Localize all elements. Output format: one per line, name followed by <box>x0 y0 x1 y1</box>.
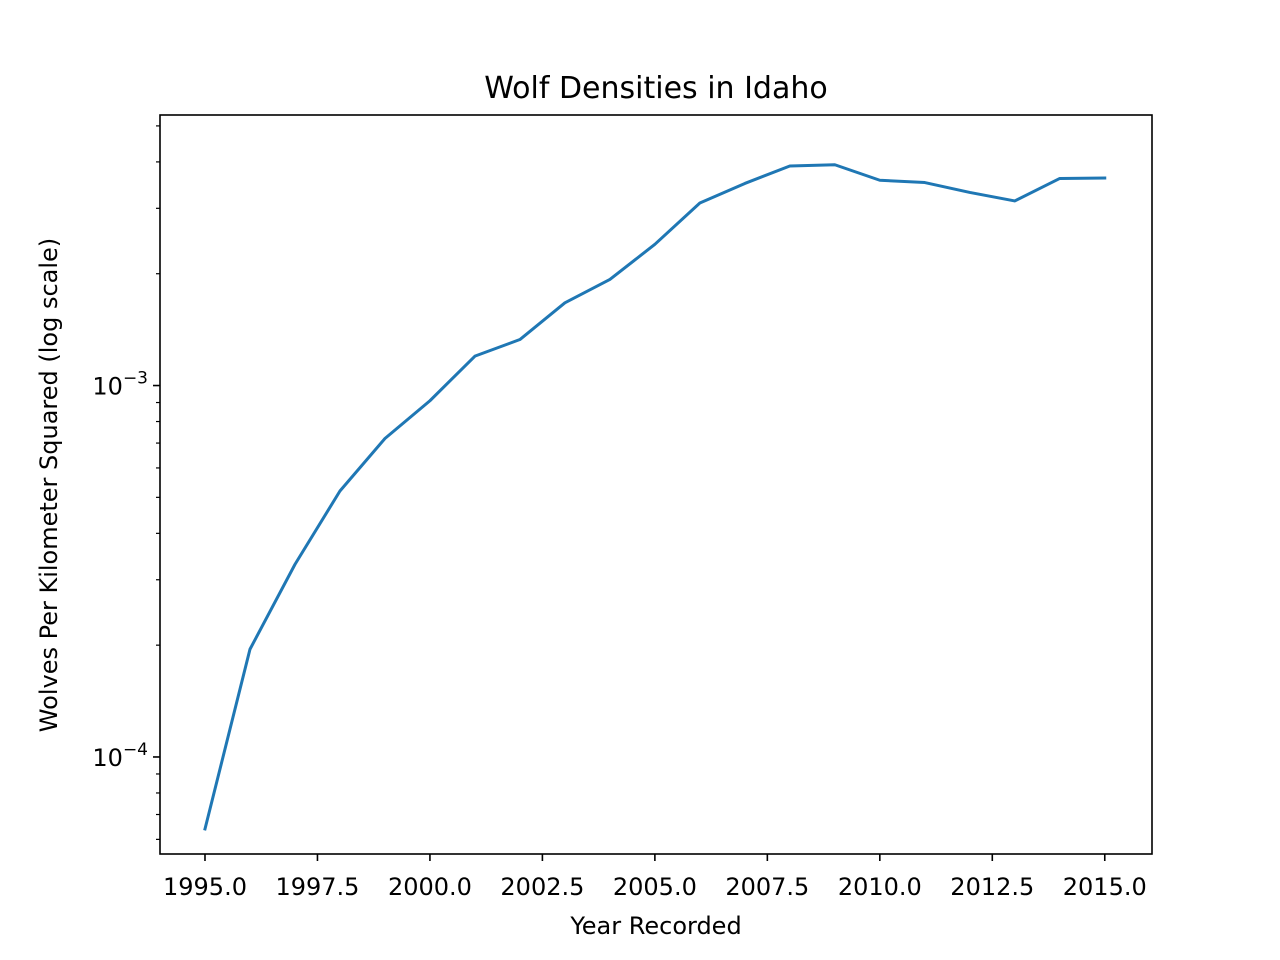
x-tick-label: 2010.0 <box>838 873 922 901</box>
x-tick-label: 2005.0 <box>613 873 697 901</box>
x-tick-label: 2000.0 <box>388 873 472 901</box>
x-tick-label: 2012.5 <box>950 873 1034 901</box>
y-tick-label: 10−3 <box>92 369 148 401</box>
plot-area <box>203 163 1107 831</box>
y-tick-label: 10−4 <box>92 740 148 772</box>
y-axis-label: Wolves Per Kilometer Squared (log scale) <box>35 238 63 732</box>
x-tick-label: 2015.0 <box>1063 873 1147 901</box>
x-tick-label: 2007.5 <box>725 873 809 901</box>
y-axis-ticks: 10−4 10−3 <box>92 125 160 840</box>
x-axis-label: Year Recorded <box>569 912 741 940</box>
plot-frame <box>159 114 1153 855</box>
x-axis-ticks: 1995.0 1997.5 2000.0 2002.5 2005.0 2007.5 2010… <box>163 854 1147 901</box>
x-tick-label: 2002.5 <box>500 873 584 901</box>
x-tick-label: 1995.0 <box>163 873 247 901</box>
chart-title: Wolf Densities in Idaho <box>484 71 827 106</box>
x-tick-label: 1997.5 <box>275 873 359 901</box>
series-line <box>203 163 1107 831</box>
